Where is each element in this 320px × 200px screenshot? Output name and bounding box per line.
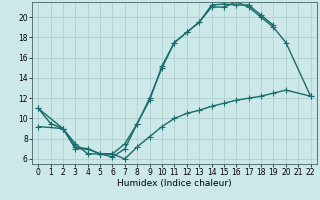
- X-axis label: Humidex (Indice chaleur): Humidex (Indice chaleur): [117, 179, 232, 188]
